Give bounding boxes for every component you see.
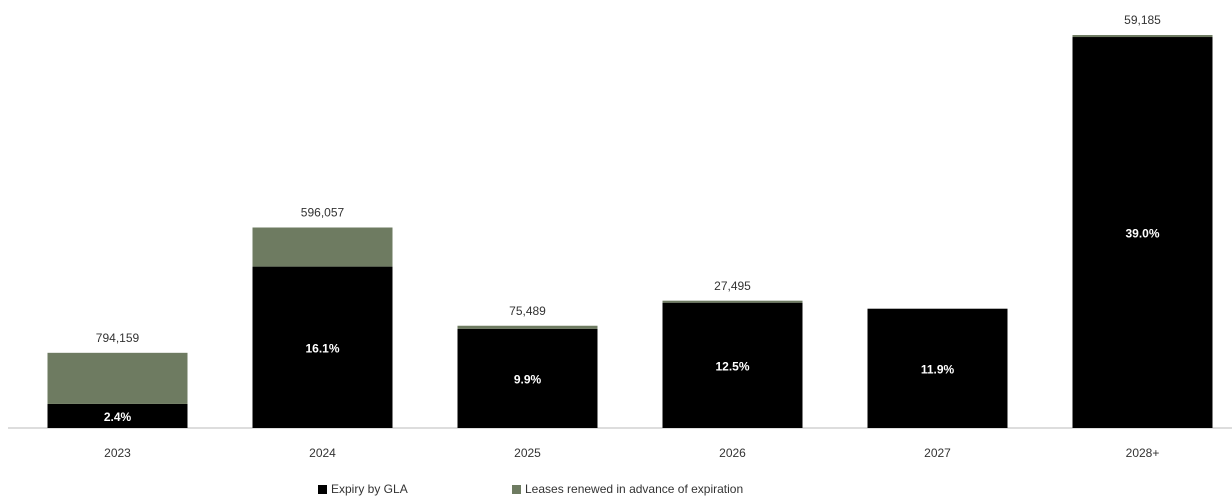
- bar-segment: [47, 403, 188, 428]
- bar-value-label: 39.0%: [1125, 227, 1159, 241]
- bar-segment: [662, 302, 803, 428]
- bar-segment: [457, 325, 598, 329]
- x-tick-label: 2023: [104, 446, 131, 460]
- x-tick-label: 2025: [514, 446, 541, 460]
- x-tick-label: 2024: [309, 446, 336, 460]
- bar-value-label: 9.9%: [514, 373, 542, 387]
- bar-top-label: 596,057: [301, 206, 345, 220]
- bar-value-label: 11.9%: [921, 363, 955, 377]
- bar-segment: [457, 328, 598, 428]
- bar-value-label: 2.4%: [104, 410, 132, 424]
- legend-swatch: [512, 485, 521, 494]
- x-tick-label: 2026: [719, 446, 746, 460]
- bar-top-label: 794,159: [96, 331, 140, 345]
- bar-segment: [1072, 35, 1213, 38]
- bar-segment: [252, 266, 393, 428]
- legend-swatch: [318, 485, 327, 494]
- bar-segment: [47, 352, 188, 404]
- x-tick-label: 2027: [924, 446, 951, 460]
- bar-top-label: 75,489: [509, 304, 546, 318]
- bar-value-label: 12.5%: [715, 360, 749, 374]
- bar-top-label: 59,185: [1124, 13, 1161, 27]
- bar-segment: [867, 308, 1008, 428]
- bar-top-label: 27,495: [714, 279, 751, 293]
- bar-value-label: 16.1%: [305, 341, 339, 355]
- bar-segment: [252, 227, 393, 267]
- bar-segment: [662, 300, 803, 303]
- legend-label: Expiry by GLA: [331, 482, 408, 496]
- x-tick-label: 2028+: [1126, 446, 1160, 460]
- bar-segment: [1072, 37, 1213, 429]
- legend-label: Leases renewed in advance of expiration: [525, 482, 743, 496]
